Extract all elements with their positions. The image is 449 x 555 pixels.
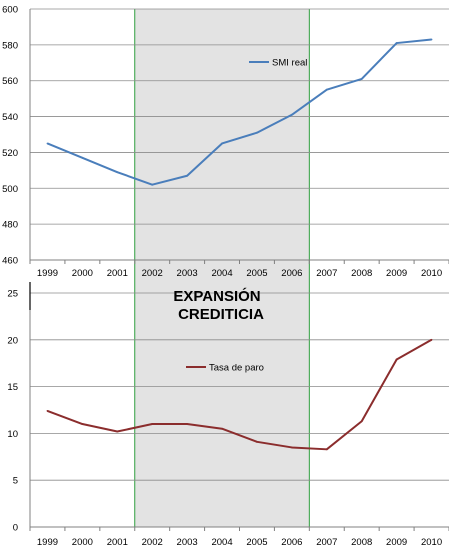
bottom-x-tick-label: 2004 — [211, 537, 232, 548]
bottom-x-tick-label: 2002 — [142, 537, 163, 548]
top-x-tick-label: 2010 — [421, 268, 442, 279]
smi-real-legend-label: SMI real — [272, 58, 307, 69]
tasa-de-paro-point — [81, 423, 84, 425]
bottom-y-tick-label: 5 — [13, 476, 18, 487]
top-y-tick-label: 540 — [2, 112, 18, 123]
smi-real-point — [221, 142, 223, 145]
tasa-de-paro-point — [221, 427, 223, 430]
smi-real-series — [46, 38, 433, 186]
tasa-de-paro-line — [47, 338, 433, 451]
smi-real-point — [290, 113, 293, 116]
smi-real-point — [256, 131, 258, 134]
tasa-de-paro-point — [290, 446, 293, 449]
tasa-de-paro-point — [151, 423, 154, 425]
bottom-x-tick-label: 2000 — [72, 537, 93, 548]
smi-real-point — [430, 38, 433, 41]
top-x-tick-label: 1999 — [37, 268, 58, 279]
top-x-tick-label: 2007 — [316, 268, 337, 279]
smi-real-point — [325, 88, 328, 91]
smi-real-point — [395, 42, 398, 44]
bottom-x-tick-label: 2007 — [316, 537, 337, 548]
smi-real-point — [46, 142, 49, 145]
tasa-de-paro-point — [325, 448, 328, 451]
smi-real-point — [360, 78, 363, 80]
top-x-tick-label: 2000 — [72, 268, 93, 279]
bottom-x-tick-label: 2009 — [386, 537, 407, 548]
top-chart-axes — [29, 9, 449, 264]
top-y-tick-label: 560 — [2, 76, 18, 87]
bottom-chart-axes — [29, 282, 449, 531]
top-x-tick-label: 2005 — [246, 268, 267, 279]
top-x-tick-label: 2001 — [107, 268, 128, 279]
chart-labels: 460 480 500 520 540 560 580 600 0 5 10 15 20 25 1999 19… — [2, 5, 442, 549]
tasa-de-paro-point — [186, 423, 189, 425]
bottom-x-tick-label: 2008 — [351, 537, 372, 548]
top-x-tick-label: 2003 — [177, 268, 198, 279]
bottom-y-tick-label: 25 — [7, 289, 18, 300]
smi-real-point — [81, 156, 84, 159]
bottom-x-tick-label: 1999 — [37, 537, 58, 548]
smi-real-point — [186, 174, 189, 177]
tasa-de-paro-series — [46, 338, 433, 451]
bottom-x-tick-label: 2001 — [107, 537, 128, 548]
tasa-de-paro-point — [256, 440, 258, 443]
bottom-y-tick-label: 15 — [7, 382, 18, 393]
tasa-de-paro-point — [46, 410, 49, 412]
bottom-x-tick-label: 2010 — [421, 537, 442, 548]
smi-real-point — [116, 171, 119, 174]
top-y-tick-label: 460 — [2, 256, 18, 267]
bottom-y-tick-label: 10 — [7, 429, 18, 440]
top-x-tick-label: 2004 — [211, 268, 232, 279]
top-x-tick-label: 2006 — [281, 268, 302, 279]
expansion-band — [134, 9, 310, 527]
expansion-label-line2: CREDITICIA — [178, 306, 264, 323]
tasa-de-paro-point — [395, 358, 398, 361]
top-y-tick-label: 580 — [2, 40, 18, 51]
bottom-x-tick-label: 2003 — [177, 537, 198, 548]
smi-real-point — [151, 183, 154, 186]
top-y-tick-label: 480 — [2, 220, 18, 231]
expansion-label-line1: EXPANSIÓN — [173, 287, 260, 305]
bottom-y-tick-label: 0 — [13, 523, 18, 534]
bottom-x-tick-label: 2006 — [281, 537, 302, 548]
tasa-de-paro-point — [430, 338, 433, 341]
bottom-x-tick-label: 2005 — [246, 537, 267, 548]
top-y-tick-label: 600 — [2, 5, 18, 16]
tasa-de-paro-point — [116, 430, 119, 433]
top-x-tick-label: 2008 — [351, 268, 372, 279]
top-x-tick-label: 2002 — [142, 268, 163, 279]
top-y-tick-label: 520 — [2, 148, 18, 159]
smi-real-line — [47, 38, 432, 186]
bottom-y-tick-label: 20 — [7, 335, 18, 346]
tasa-de-paro-legend-label: Tasa de paro — [209, 363, 264, 374]
tasa-de-paro-point — [360, 420, 363, 423]
top-x-tick-label: 2009 — [386, 268, 407, 279]
expansion-shade-region — [134, 9, 310, 527]
top-y-tick-label: 500 — [2, 184, 18, 195]
